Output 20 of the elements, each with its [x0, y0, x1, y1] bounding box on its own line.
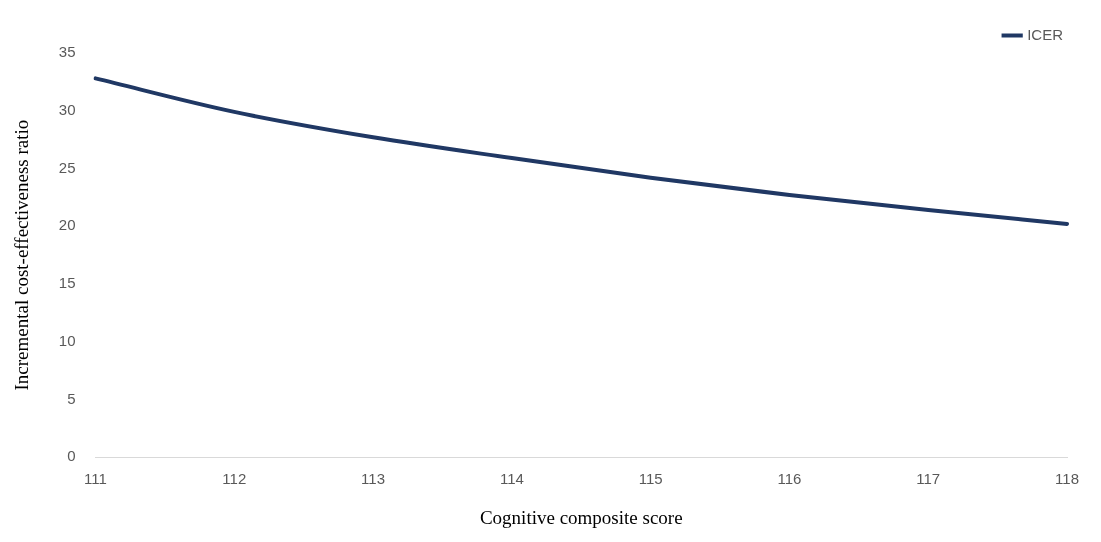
y-tick-label: 15 [58, 274, 76, 292]
y-tick-label: 5 [67, 389, 76, 407]
x-tick-label: 112 [222, 470, 247, 488]
x-tick-label: 111 [84, 470, 107, 488]
y-tick-label: 25 [58, 158, 76, 176]
legend-label: ICER [1027, 25, 1064, 43]
y-tick-label: 0 [67, 447, 76, 465]
x-tick-label: 117 [916, 470, 941, 488]
y-tick-label: 30 [58, 100, 76, 118]
y-tick-label: 35 [58, 43, 76, 61]
x-axis-title: Cognitive composite score [479, 506, 683, 528]
x-tick-label: 115 [638, 470, 663, 488]
x-tick-label: 118 [1055, 470, 1079, 488]
y-axis-title: Incremental cost-effectiveness ratio [11, 119, 33, 391]
x-tick-label: 113 [361, 470, 386, 488]
x-tick-label: 116 [777, 470, 802, 488]
y-tick-label: 20 [58, 216, 76, 234]
line-series [93, 76, 1070, 226]
y-tick-label: 10 [58, 331, 76, 349]
x-tick-label: 114 [499, 470, 524, 488]
